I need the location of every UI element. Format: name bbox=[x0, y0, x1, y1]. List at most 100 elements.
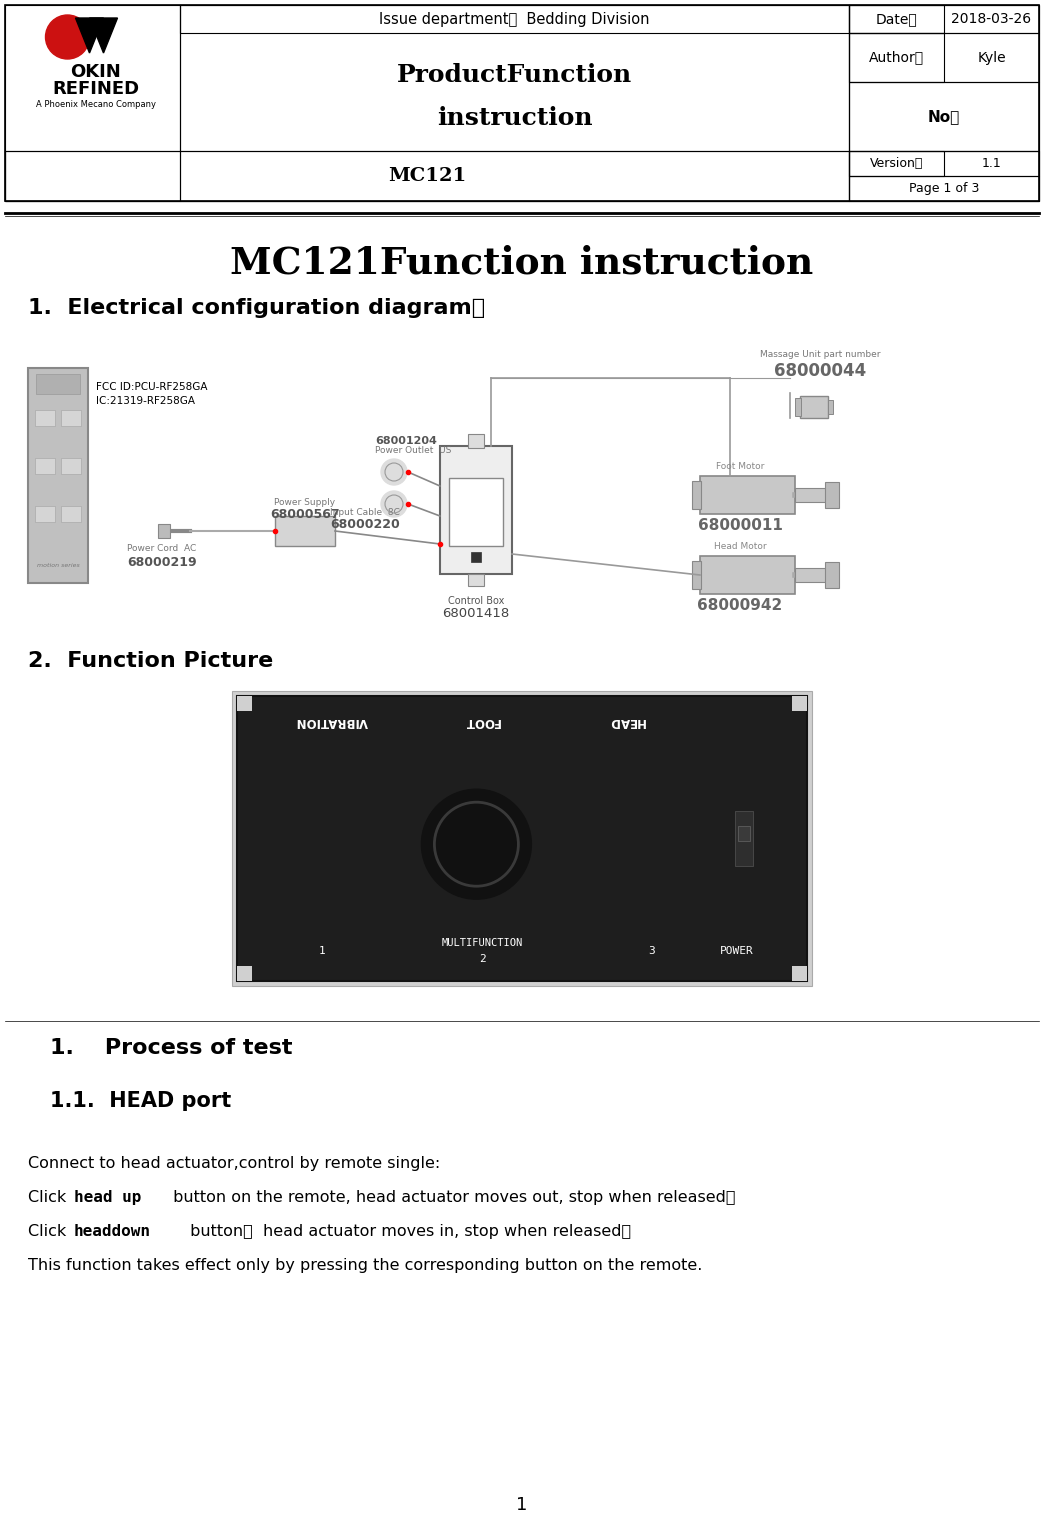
Text: FCC ID:PCU-RF258GA: FCC ID:PCU-RF258GA bbox=[96, 382, 208, 392]
Bar bbox=[849, 34, 944, 83]
Bar bbox=[61, 410, 81, 425]
Bar bbox=[794, 568, 830, 581]
Text: 68000942: 68000942 bbox=[697, 598, 783, 614]
Bar bbox=[849, 34, 1039, 83]
Text: Connect to head actuator,control by remote single:: Connect to head actuator,control by remo… bbox=[28, 1157, 441, 1170]
Text: Power Outlet  US: Power Outlet US bbox=[375, 447, 451, 454]
Text: Power Supply: Power Supply bbox=[275, 497, 335, 506]
Circle shape bbox=[447, 814, 506, 874]
Circle shape bbox=[431, 799, 521, 889]
Text: MC121: MC121 bbox=[388, 167, 466, 185]
Bar bbox=[849, 151, 1039, 176]
Bar bbox=[468, 574, 484, 586]
Text: Author：: Author： bbox=[869, 50, 924, 64]
Bar bbox=[180, 5, 849, 34]
Text: 1.  Electrical configuration diagram：: 1. Electrical configuration diagram： bbox=[28, 298, 485, 318]
Text: head up: head up bbox=[74, 1190, 141, 1206]
Bar bbox=[61, 457, 81, 474]
Text: FOOT: FOOT bbox=[464, 715, 500, 727]
Text: 68001204: 68001204 bbox=[375, 436, 436, 447]
Bar bbox=[440, 447, 512, 574]
Bar bbox=[738, 826, 750, 840]
Text: Kyle: Kyle bbox=[977, 50, 1005, 64]
Bar bbox=[61, 506, 81, 522]
Text: Issue department：  Bedding Division: Issue department： Bedding Division bbox=[379, 12, 649, 26]
Text: VIBRATION: VIBRATION bbox=[295, 715, 369, 727]
Bar bbox=[232, 692, 812, 985]
Bar bbox=[35, 373, 80, 395]
Bar bbox=[800, 396, 828, 418]
Bar bbox=[849, 83, 1039, 151]
Bar bbox=[825, 482, 839, 508]
Text: MC121Function instruction: MC121Function instruction bbox=[231, 245, 813, 282]
Text: Control Box: Control Box bbox=[448, 597, 504, 606]
Text: OKIN: OKIN bbox=[70, 63, 121, 81]
Polygon shape bbox=[90, 18, 118, 54]
Text: Head Motor: Head Motor bbox=[714, 542, 766, 551]
Text: This function takes effect only by pressing the corresponding button on the remo: This function takes effect only by press… bbox=[28, 1258, 703, 1273]
Text: headdown: headdown bbox=[74, 1224, 151, 1239]
Text: 68000567: 68000567 bbox=[270, 508, 339, 522]
Text: 1: 1 bbox=[318, 946, 326, 956]
Text: Date：: Date： bbox=[876, 12, 918, 26]
Text: ProductFunction: ProductFunction bbox=[397, 63, 632, 87]
Bar bbox=[35, 457, 55, 474]
Bar bbox=[5, 5, 180, 200]
Text: Foot Motor: Foot Motor bbox=[716, 462, 764, 471]
Circle shape bbox=[381, 459, 407, 485]
Text: instruction: instruction bbox=[436, 106, 592, 130]
Text: 2: 2 bbox=[479, 955, 485, 964]
Bar bbox=[699, 476, 794, 514]
Text: REFINED: REFINED bbox=[52, 80, 139, 98]
Bar bbox=[849, 5, 1039, 34]
Bar bbox=[849, 176, 1039, 200]
Bar bbox=[237, 696, 807, 981]
Text: Massage Unit part number: Massage Unit part number bbox=[760, 350, 880, 360]
Text: 2018-03-26: 2018-03-26 bbox=[951, 12, 1031, 26]
Bar bbox=[158, 523, 170, 539]
Bar bbox=[5, 151, 1039, 200]
Text: motion series: motion series bbox=[37, 563, 79, 568]
Bar bbox=[5, 151, 849, 200]
Bar bbox=[825, 562, 839, 588]
Text: 68000219: 68000219 bbox=[127, 555, 197, 569]
Bar bbox=[237, 965, 252, 981]
Text: 1.    Process of test: 1. Process of test bbox=[50, 1037, 292, 1059]
Bar bbox=[849, 151, 944, 176]
Bar bbox=[692, 480, 701, 509]
Text: 2.  Function Picture: 2. Function Picture bbox=[28, 650, 274, 672]
Bar bbox=[828, 399, 833, 415]
Bar bbox=[35, 506, 55, 522]
Text: Version：: Version： bbox=[870, 158, 923, 170]
Bar bbox=[794, 488, 830, 502]
Bar bbox=[275, 516, 335, 546]
Text: button，  head actuator moves in, stop when released：: button， head actuator moves in, stop whe… bbox=[185, 1224, 632, 1239]
Text: HEAD: HEAD bbox=[609, 715, 645, 727]
Ellipse shape bbox=[46, 15, 90, 60]
Text: 1.1.  HEAD port: 1.1. HEAD port bbox=[50, 1091, 232, 1111]
Text: 1: 1 bbox=[517, 1496, 527, 1515]
Circle shape bbox=[458, 826, 495, 863]
Bar bbox=[735, 811, 753, 866]
Text: A Phoenix Mecano Company: A Phoenix Mecano Company bbox=[35, 99, 156, 109]
Text: button on the remote, head actuator moves out, stop when released：: button on the remote, head actuator move… bbox=[168, 1190, 736, 1206]
Circle shape bbox=[469, 837, 484, 852]
Text: POWER: POWER bbox=[720, 946, 754, 956]
Bar bbox=[237, 696, 252, 711]
Text: Page 1 of 3: Page 1 of 3 bbox=[909, 182, 979, 194]
Bar bbox=[180, 5, 849, 200]
Bar bbox=[35, 410, 55, 425]
Text: IC:21319-RF258GA: IC:21319-RF258GA bbox=[96, 396, 195, 405]
Bar bbox=[28, 369, 88, 583]
Bar bbox=[849, 5, 1039, 200]
Text: 68000044: 68000044 bbox=[774, 363, 867, 379]
Text: 68000220: 68000220 bbox=[330, 519, 400, 531]
Bar bbox=[449, 477, 503, 546]
Bar bbox=[699, 555, 794, 594]
Bar bbox=[5, 5, 1039, 200]
Circle shape bbox=[422, 789, 531, 900]
Text: No：: No： bbox=[928, 109, 960, 124]
Bar bbox=[849, 5, 944, 34]
Bar bbox=[692, 562, 701, 589]
Text: 1.1: 1.1 bbox=[981, 158, 1001, 170]
